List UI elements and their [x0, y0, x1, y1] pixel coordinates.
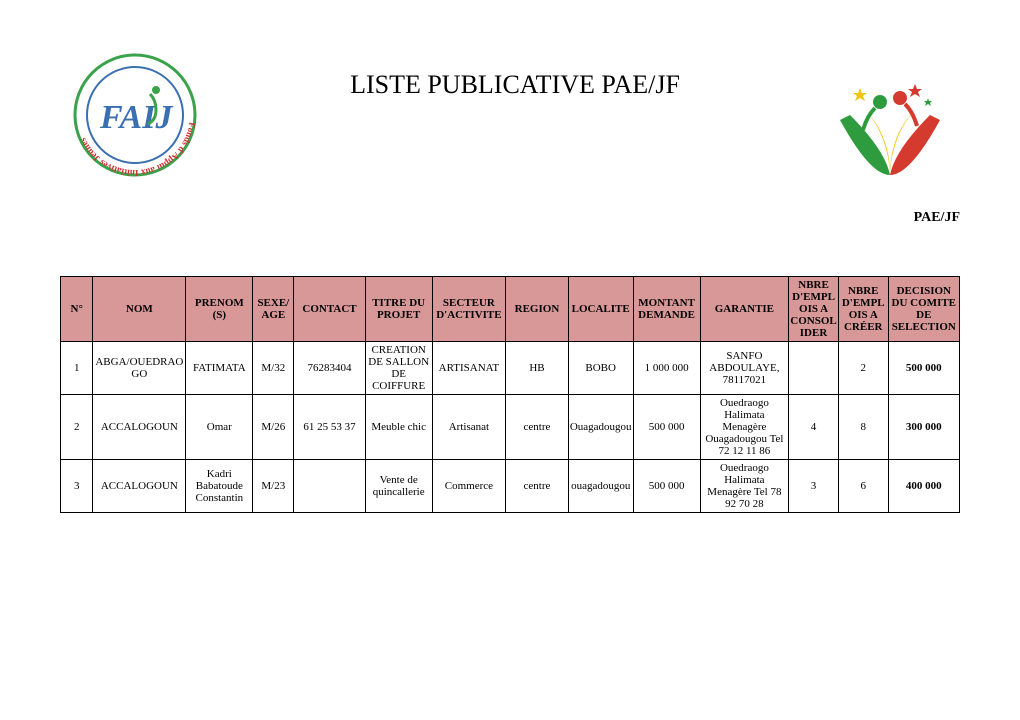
- cell-montant: 500 000: [633, 395, 700, 460]
- cell-nom: ACCALOGOUN: [93, 395, 186, 460]
- title-block: LISTE PUBLICATIVE PAE/JF: [210, 40, 820, 100]
- col-nbre2: NBRE D'EMPLOIS A CRÉER: [838, 277, 888, 342]
- cell-nbre2: 8: [838, 395, 888, 460]
- cell-montant: 1 000 000: [633, 342, 700, 395]
- cell-secteur: ARTISANAT: [432, 342, 505, 395]
- col-garantie: GARANTIE: [700, 277, 789, 342]
- table-body: 1 ABGA/OUEDRAOGO FATIMATA M/32 76283404 …: [61, 342, 960, 513]
- cell-region: centre: [506, 395, 569, 460]
- cell-contact: 61 25 53 37: [294, 395, 365, 460]
- cell-num: 3: [61, 460, 93, 513]
- cell-prenom: FATIMATA: [186, 342, 253, 395]
- cell-nbre1: 3: [789, 460, 839, 513]
- subtitle: PAE/JF: [60, 210, 960, 226]
- cell-nbre1: 4: [789, 395, 839, 460]
- cell-decision: 500 000: [888, 342, 959, 395]
- col-contact: CONTACT: [294, 277, 365, 342]
- cell-prenom: Omar: [186, 395, 253, 460]
- cell-secteur: Artisanat: [432, 395, 505, 460]
- cell-num: 1: [61, 342, 93, 395]
- faij-logo: Fonds d'Appui aux Initiatives Jeunes FAI…: [60, 40, 210, 190]
- right-logo: [820, 60, 960, 200]
- col-localite: LOCALITE: [568, 277, 633, 342]
- cell-sex: M/32: [253, 342, 294, 395]
- data-table: N° NOM PRENOM (S) SEXE/AGE CONTACT TITRE…: [60, 276, 960, 513]
- page: Fonds d'Appui aux Initiatives Jeunes FAI…: [0, 0, 1020, 513]
- cell-sex: M/26: [253, 395, 294, 460]
- cell-localite: Ouagadougou: [568, 395, 633, 460]
- cell-nbre2: 2: [838, 342, 888, 395]
- page-title: LISTE PUBLICATIVE PAE/JF: [210, 70, 820, 100]
- cell-decision: 300 000: [888, 395, 959, 460]
- cell-region: HB: [506, 342, 569, 395]
- cell-contact: 76283404: [294, 342, 365, 395]
- col-sex: SEXE/AGE: [253, 277, 294, 342]
- col-montant: MONTANT DEMANDE: [633, 277, 700, 342]
- table-row: 2 ACCALOGOUN Omar M/26 61 25 53 37 Meubl…: [61, 395, 960, 460]
- cell-titre: Meuble chic: [365, 395, 432, 460]
- cell-contact: [294, 460, 365, 513]
- cell-nbre2: 6: [838, 460, 888, 513]
- col-decision: DECISION DU COMITE DE SELECTION: [888, 277, 959, 342]
- cell-montant: 500 000: [633, 460, 700, 513]
- cell-localite: ouagadougou: [568, 460, 633, 513]
- col-secteur: SECTEUR D'ACTIVITE: [432, 277, 505, 342]
- col-num: N°: [61, 277, 93, 342]
- col-nom: NOM: [93, 277, 186, 342]
- cell-secteur: Commerce: [432, 460, 505, 513]
- cell-nom: ACCALOGOUN: [93, 460, 186, 513]
- col-titre: TITRE DU PROJET: [365, 277, 432, 342]
- svg-text:FAIJ: FAIJ: [99, 99, 173, 136]
- cell-garantie: Ouedraogo Halimata Menagère Tel 78 92 70…: [700, 460, 789, 513]
- col-prenom: PRENOM (S): [186, 277, 253, 342]
- cell-num: 2: [61, 395, 93, 460]
- cell-decision: 400 000: [888, 460, 959, 513]
- cell-titre: Vente de quincallerie: [365, 460, 432, 513]
- table-header-row: N° NOM PRENOM (S) SEXE/AGE CONTACT TITRE…: [61, 277, 960, 342]
- cell-localite: BOBO: [568, 342, 633, 395]
- cell-sex: M/23: [253, 460, 294, 513]
- cell-titre: CREATION DE SALLON DE COIFFURE: [365, 342, 432, 395]
- header-row: Fonds d'Appui aux Initiatives Jeunes FAI…: [60, 40, 960, 200]
- cell-nbre1: [789, 342, 839, 395]
- cell-prenom: Kadri Babatoude Constantin: [186, 460, 253, 513]
- cell-garantie: Ouedraogo Halimata Menagère Ouagadougou …: [700, 395, 789, 460]
- cell-nom: ABGA/OUEDRAOGO: [93, 342, 186, 395]
- cell-garantie: SANFO ABDOULAYE, 78117021: [700, 342, 789, 395]
- col-nbre1: NBRE D'EMPLOIS A CONSOLIDER: [789, 277, 839, 342]
- col-region: REGION: [506, 277, 569, 342]
- table-row: 3 ACCALOGOUN Kadri Babatoude Constantin …: [61, 460, 960, 513]
- table-row: 1 ABGA/OUEDRAOGO FATIMATA M/32 76283404 …: [61, 342, 960, 395]
- cell-region: centre: [506, 460, 569, 513]
